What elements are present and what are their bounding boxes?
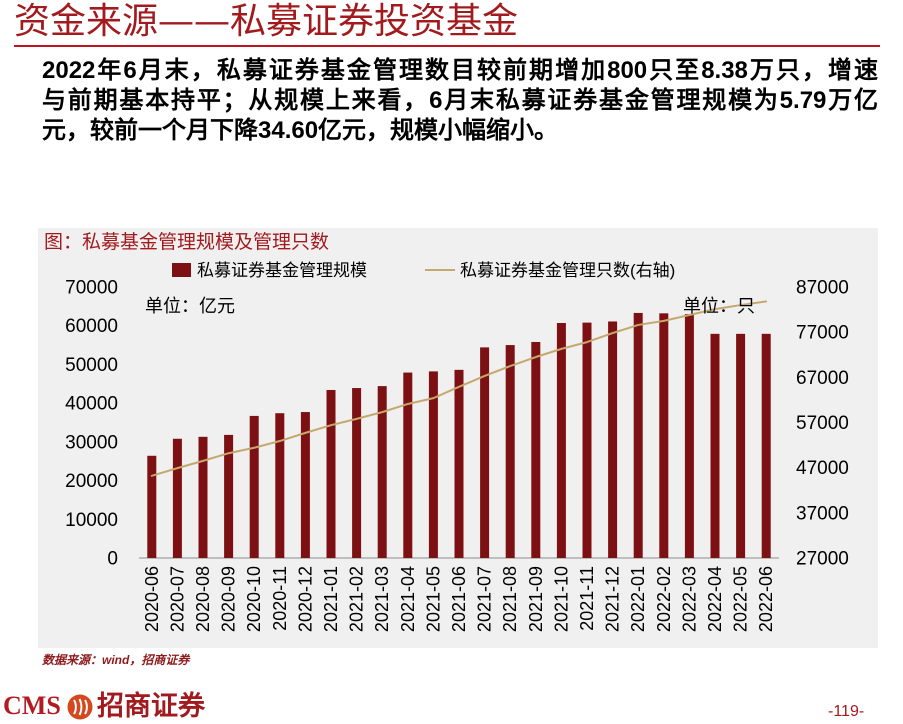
bar-2021-08 (505, 345, 515, 558)
right-axis-tick-label: 37000 (796, 503, 849, 524)
x-axis-tick-label: 2021-09 (526, 566, 546, 632)
legend: 私募证券基金管理规模 私募证券基金管理只数(右轴) (172, 261, 675, 280)
left-axis-unit-label: 单位：亿元 (145, 296, 235, 316)
x-axis-tick-label: 2020-11 (270, 566, 290, 631)
left-axis-tick-label: 50000 (65, 355, 118, 376)
bar-2021-12 (608, 321, 618, 558)
legend-label-line: 私募证券基金管理只数(右轴) (460, 261, 675, 280)
right-axis-tick-label: 67000 (796, 368, 849, 389)
x-axis-tick-label: 2021-05 (423, 566, 443, 632)
left-axis-tick-label: 40000 (65, 394, 118, 415)
x-axis-tick-label: 2021-07 (475, 566, 495, 632)
x-axis-tick-label: 2021-04 (398, 566, 418, 632)
cms-logo-icon (67, 694, 93, 720)
legend-bar-swatch (172, 263, 191, 277)
bar-2020-06 (147, 455, 157, 558)
legend-label-bar: 私募证券基金管理规模 (197, 261, 367, 280)
page-number: -119- (828, 703, 865, 720)
brand-name: 招商证券 (97, 691, 205, 722)
chart-marks: 0 10000 20000 30000 40000 50000 60000 70000 2700… (65, 278, 849, 633)
bar-2021-01 (326, 389, 336, 558)
x-axis-tick-label: 2020-07 (167, 566, 187, 632)
bar-2022-06 (761, 333, 771, 558)
left-axis-tick-label: 20000 (65, 471, 118, 492)
bar-2020-12 (300, 412, 310, 558)
bar-2020-07 (172, 438, 182, 558)
x-axis-tick-label: 2021-11 (577, 566, 597, 631)
x-axis-tick-label: 2021-12 (603, 566, 623, 632)
x-axis-tick-label: 2022-04 (705, 566, 725, 632)
x-axis-tick-label: 2020-10 (244, 566, 264, 632)
bar-2021-02 (352, 388, 362, 558)
bar-2020-10 (249, 415, 259, 558)
bar-2022-01 (633, 312, 643, 558)
x-axis-tick-label: 2020-06 (142, 566, 162, 632)
left-axis-tick-label: 30000 (65, 432, 118, 453)
data-source-note: 数据来源：wind，招商证券 (42, 653, 190, 667)
bar-2020-09 (224, 434, 234, 558)
body-line: 与前期基本持平；从规模上来看，6月末私募证券基金管理规模为5.79万亿 (42, 87, 878, 114)
bar-2021-11 (582, 322, 592, 558)
x-axis-tick-label: 2022-05 (731, 566, 751, 632)
right-axis-tick-label: 87000 (796, 278, 849, 299)
bar-2022-02 (659, 313, 669, 558)
body-paragraph: 2022年6月末，私募证券基金管理数目较前期增加800只至8.38万只，增速 与… (42, 56, 878, 146)
x-axis-tick-label: 2022-02 (654, 566, 674, 632)
chart-svg: 0 10000 20000 30000 40000 50000 60000 70000 2700… (44, 231, 849, 633)
right-axis-tick-label: 57000 (796, 413, 849, 434)
body-line: 2022年6月末，私募证券基金管理数目较前期增加800只至8.38万只，增速 (42, 57, 878, 84)
bar-2020-11 (275, 413, 285, 558)
x-axis-tick-label: 2022-03 (679, 566, 699, 632)
title-rule (14, 45, 880, 47)
right-axis-unit-label: 单位：只 (683, 296, 755, 316)
left-axis-tick-label: 10000 (65, 510, 118, 531)
x-axis-tick-label: 2020-09 (219, 566, 239, 632)
x-axis-tick-label: 2021-10 (551, 566, 571, 632)
bar-2021-05 (428, 371, 438, 558)
bar-2021-09 (531, 341, 541, 558)
bar-2021-07 (480, 347, 490, 558)
x-axis-tick-label: 2022-06 (756, 566, 776, 632)
bar-2021-10 (556, 323, 566, 558)
bar-2022-05 (736, 333, 746, 558)
line-series-count (150, 300, 768, 477)
bar-2022-03 (684, 314, 694, 558)
x-axis-tick-label: 2021-06 (449, 566, 469, 632)
bar-2022-04 (710, 333, 720, 558)
x-axis-tick-label: 2021-03 (372, 566, 392, 632)
x-axis-tick-label: 2020-08 (193, 566, 213, 632)
right-axis-tick-label: 47000 (796, 458, 849, 479)
chart-title: 图：私募基金管理规模及管理只数 (44, 231, 329, 253)
left-axis-tick-label: 0 (107, 549, 118, 570)
bar-2021-06 (454, 369, 464, 558)
left-axis-tick-label: 60000 (65, 316, 118, 337)
x-axis-tick-label: 2022-01 (628, 566, 648, 632)
right-axis-tick-label: 77000 (796, 323, 849, 344)
x-axis-tick-label: 2021-08 (500, 566, 520, 632)
chart-panel: 0 10000 20000 30000 40000 50000 60000 70000 2700… (38, 228, 878, 648)
bar-2021-04 (403, 372, 413, 558)
bar-2020-08 (198, 436, 208, 558)
right-axis-tick-label: 27000 (796, 549, 849, 570)
x-axis-tick-label: 2021-01 (321, 566, 341, 632)
page-title: 资金来源——私募证券投资基金 (14, 1, 519, 42)
cms-logo-wordmark: CMS (3, 691, 61, 720)
left-axis-tick-label: 70000 (65, 278, 118, 299)
body-line: 元，较前一个月下降34.60亿元，规模小幅缩小。 (42, 117, 559, 144)
x-axis-tick-label: 2021-02 (347, 566, 367, 632)
bar-2021-03 (377, 386, 387, 558)
x-axis-tick-label: 2020-12 (295, 566, 315, 632)
